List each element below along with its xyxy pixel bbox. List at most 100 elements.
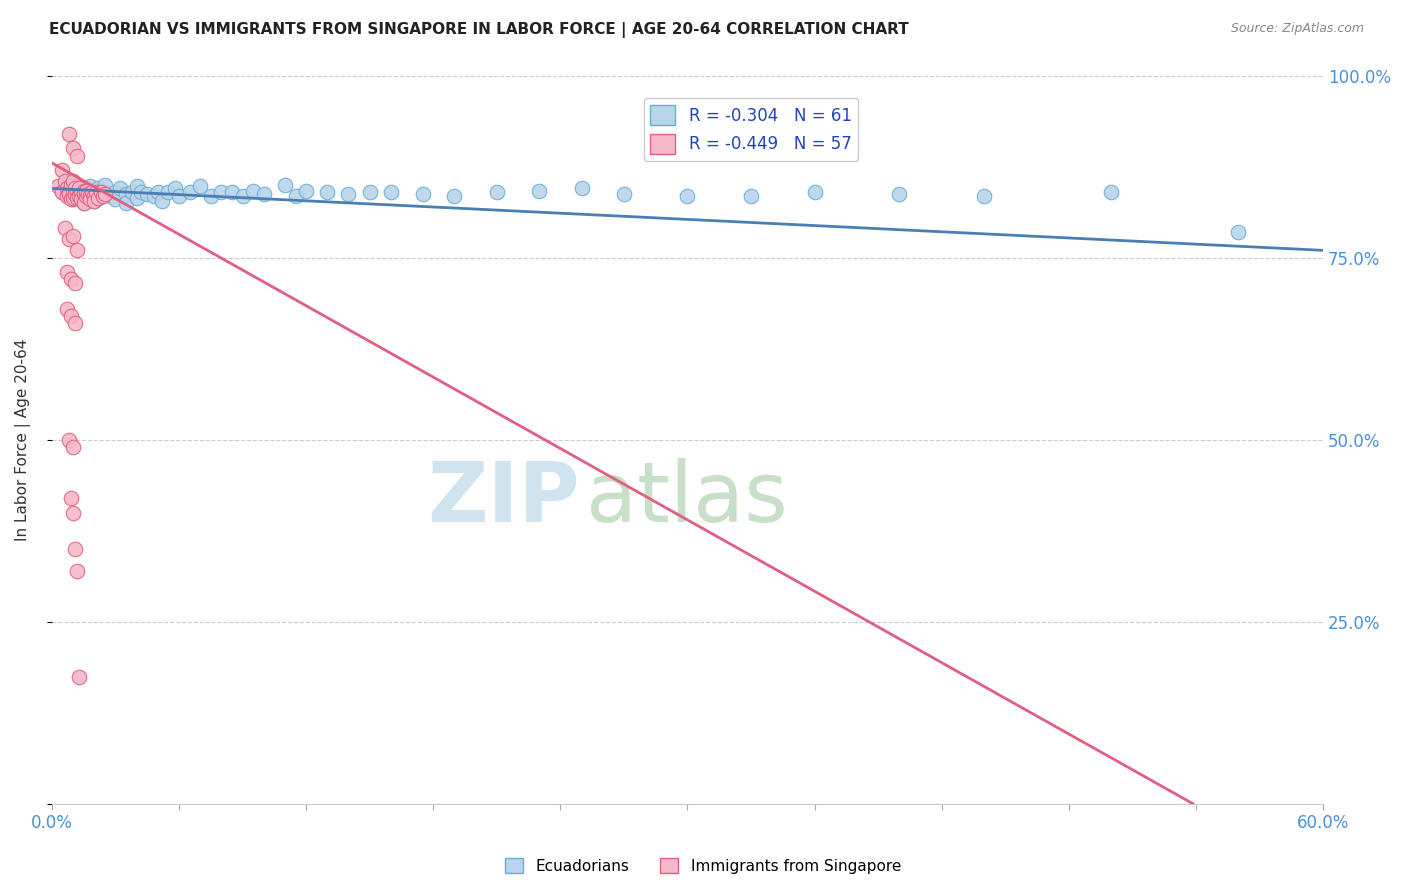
Point — [108, 181, 131, 195]
Point — [66, 148, 89, 162]
Point — [200, 188, 222, 202]
Point — [72, 196, 94, 211]
Point — [51, 185, 73, 199]
Point — [79, 192, 101, 206]
Point — [87, 181, 110, 195]
Point — [740, 188, 762, 202]
Point — [115, 196, 138, 211]
Point — [242, 184, 264, 198]
Point — [75, 188, 97, 202]
Point — [55, 188, 77, 202]
Point — [62, 141, 84, 155]
Point — [58, 433, 80, 447]
Point — [83, 188, 105, 202]
Text: Source: ZipAtlas.com: Source: ZipAtlas.com — [1230, 22, 1364, 36]
Point — [62, 186, 84, 201]
Point — [59, 178, 82, 192]
Point — [72, 186, 94, 201]
Point — [973, 188, 995, 202]
Point — [142, 188, 165, 202]
Point — [443, 188, 465, 202]
Point — [72, 196, 94, 211]
Point — [188, 179, 211, 194]
Point — [337, 186, 360, 201]
Point — [59, 309, 82, 323]
Point — [86, 185, 108, 199]
Point — [90, 185, 112, 199]
Point — [115, 186, 138, 201]
Point — [316, 185, 339, 199]
Point — [59, 491, 82, 505]
Point — [63, 186, 86, 201]
Point — [1227, 225, 1250, 239]
Point — [94, 185, 117, 199]
Point — [104, 185, 127, 199]
Point — [63, 316, 86, 330]
Y-axis label: In Labor Force | Age 20-64: In Labor Force | Age 20-64 — [15, 339, 31, 541]
Point — [167, 188, 190, 202]
Point — [76, 186, 98, 201]
Point — [66, 185, 89, 199]
Point — [125, 191, 148, 205]
Point — [66, 188, 89, 202]
Point — [51, 163, 73, 178]
Point — [79, 179, 101, 194]
Point — [571, 181, 593, 195]
Point — [87, 191, 110, 205]
Point — [72, 184, 94, 198]
Point — [62, 440, 84, 454]
Point — [121, 185, 143, 199]
Point — [70, 192, 93, 206]
Point — [83, 194, 105, 208]
Point — [67, 188, 90, 202]
Point — [58, 127, 80, 141]
Point — [412, 186, 434, 201]
Point — [67, 181, 90, 195]
Legend: Ecuadorians, Immigrants from Singapore: Ecuadorians, Immigrants from Singapore — [499, 852, 907, 880]
Point — [613, 186, 636, 201]
Text: ZIP: ZIP — [427, 458, 579, 539]
Point — [889, 186, 911, 201]
Point — [80, 185, 103, 199]
Point — [79, 188, 101, 202]
Point — [70, 186, 93, 201]
Point — [62, 506, 84, 520]
Point — [221, 185, 243, 199]
Point — [62, 228, 84, 243]
Point — [253, 186, 276, 201]
Legend: R = -0.304   N = 61, R = -0.449   N = 57: R = -0.304 N = 61, R = -0.449 N = 57 — [644, 98, 859, 161]
Point — [46, 179, 69, 194]
Point — [55, 181, 77, 195]
Point — [58, 186, 80, 201]
Point — [100, 188, 122, 202]
Point — [63, 276, 86, 290]
Point — [157, 185, 180, 199]
Text: atlas: atlas — [586, 458, 787, 539]
Point — [58, 232, 80, 246]
Point — [63, 181, 86, 195]
Point — [150, 194, 173, 208]
Point — [91, 188, 114, 202]
Point — [62, 174, 84, 188]
Point — [485, 185, 508, 199]
Point — [295, 184, 318, 198]
Point — [274, 178, 297, 192]
Text: ECUADORIAN VS IMMIGRANTS FROM SINGAPORE IN LABOR FORCE | AGE 20-64 CORRELATION C: ECUADORIAN VS IMMIGRANTS FROM SINGAPORE … — [49, 22, 908, 38]
Point — [62, 185, 84, 199]
Point — [83, 194, 105, 208]
Point — [179, 185, 201, 199]
Point — [51, 185, 73, 199]
Point — [163, 181, 186, 195]
Point — [284, 188, 307, 202]
Point — [231, 188, 253, 202]
Point — [83, 185, 105, 199]
Point — [66, 244, 89, 258]
Point — [129, 185, 152, 199]
Point — [380, 185, 402, 199]
Point — [75, 184, 97, 198]
Point — [55, 301, 77, 316]
Point — [72, 184, 94, 198]
Point — [62, 192, 84, 206]
Point — [94, 178, 117, 192]
Point — [94, 186, 117, 201]
